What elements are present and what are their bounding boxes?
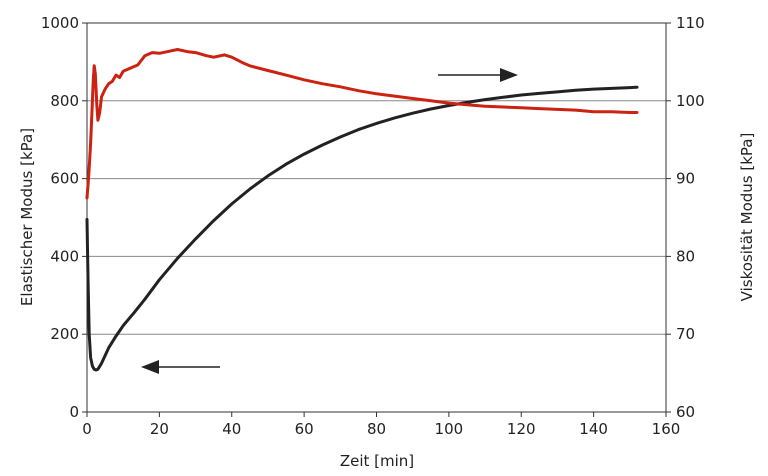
left-axis-arrow [141,360,220,374]
x-tick-label: 160 [652,420,681,438]
series-lines [85,48,639,372]
series-line-right-axis [85,48,639,200]
left-tick-label: 0 [69,403,79,421]
left-tick-label: 200 [50,325,79,343]
left-tick-label: 600 [50,170,79,188]
right-tick-label: 100 [676,92,705,110]
grid-lines [87,100,666,335]
plot-frame [86,22,667,413]
right-tick-label: 80 [676,247,695,265]
series-line-left-axis [85,85,639,372]
x-axis-title: Zeit [min] [340,452,414,470]
x-tick-label: 120 [507,420,536,438]
right-y-axis-title: Viskosität Modus [kPa] [738,133,756,302]
left-tick-label: 400 [50,247,79,265]
x-tick-label: 100 [435,420,464,438]
right-axis-ticks: 60 70 80 90 100 110 [666,14,705,421]
left-axis-ticks: 0 200 400 600 800 1000 [41,14,87,421]
x-tick-label: 80 [367,420,386,438]
right-tick-label: 110 [676,14,705,32]
right-axis-arrow [438,68,518,82]
x-tick-label: 140 [579,420,608,438]
x-tick-label: 40 [222,420,241,438]
x-axis-ticks: 0 20 40 60 80 100 120 140 160 [82,412,680,438]
right-tick-label: 90 [676,170,695,188]
left-tick-label: 800 [50,92,79,110]
right-tick-label: 70 [676,325,695,343]
x-tick-label: 20 [150,420,169,438]
left-tick-label: 1000 [41,14,79,32]
left-y-axis-title: Elastischer Modus [kPa] [18,128,36,306]
x-tick-label: 0 [82,420,92,438]
x-tick-label: 60 [295,420,314,438]
right-tick-label: 60 [676,403,695,421]
